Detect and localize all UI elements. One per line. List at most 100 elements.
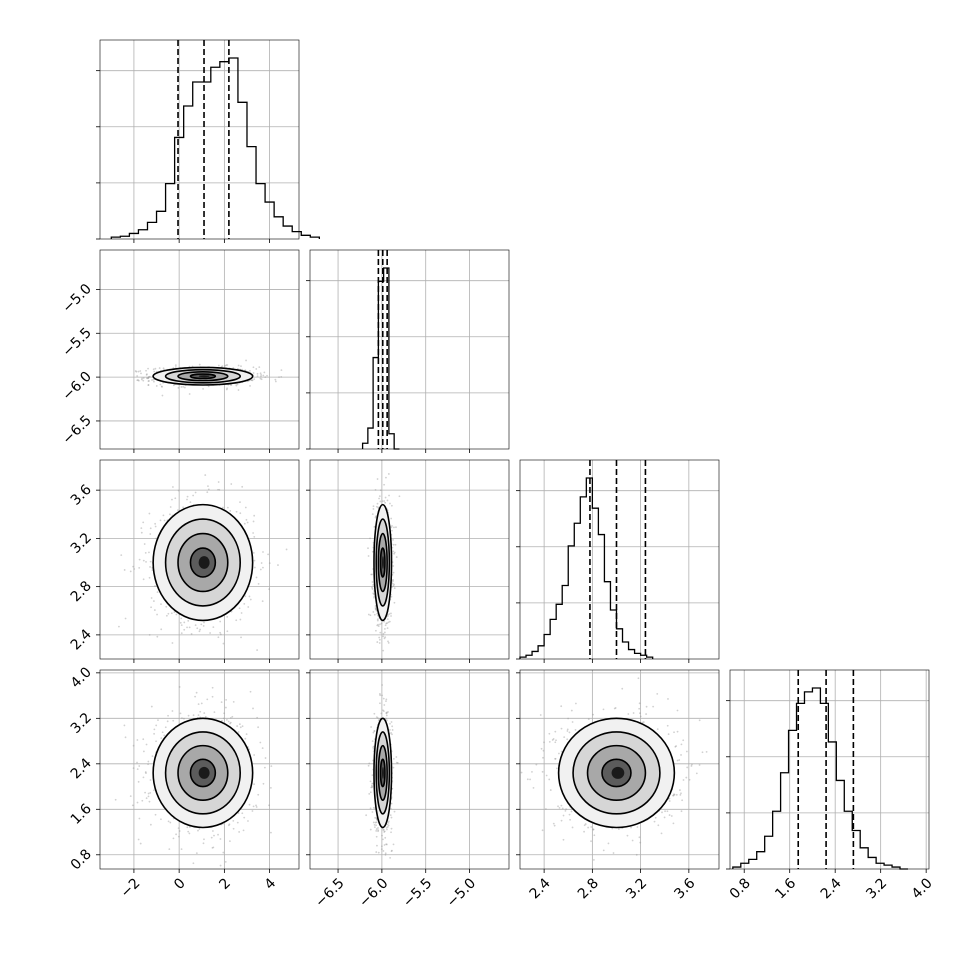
sample-point bbox=[280, 369, 283, 371]
sample-point bbox=[196, 627, 199, 630]
sample-point bbox=[180, 624, 183, 627]
sample-point bbox=[260, 562, 263, 564]
sample-point bbox=[160, 628, 163, 631]
sample-point bbox=[175, 833, 177, 836]
sample-point bbox=[371, 513, 374, 516]
sample-point bbox=[174, 364, 177, 367]
sample-point bbox=[154, 813, 157, 816]
sample-point bbox=[251, 379, 253, 382]
sample-point bbox=[213, 711, 216, 714]
sample-point bbox=[169, 506, 172, 508]
sample-point bbox=[188, 832, 191, 835]
sample-point bbox=[385, 622, 388, 625]
sample-point bbox=[202, 625, 205, 627]
sample-point bbox=[152, 368, 155, 371]
sample-point bbox=[370, 573, 373, 576]
sample-point bbox=[243, 522, 246, 525]
sample-point bbox=[159, 519, 162, 522]
sample-point bbox=[280, 375, 283, 378]
sample-point bbox=[180, 848, 183, 851]
sample-point bbox=[156, 613, 158, 616]
sample-point bbox=[179, 621, 182, 624]
sample-point bbox=[151, 755, 154, 758]
sample-point bbox=[177, 827, 180, 830]
sample-point bbox=[370, 726, 373, 728]
sample-point bbox=[390, 831, 392, 834]
sample-point bbox=[229, 716, 232, 719]
sample-point bbox=[382, 649, 385, 652]
contour-line bbox=[373, 717, 393, 829]
sample-point bbox=[182, 386, 185, 388]
histogram-panel bbox=[96, 39, 321, 243]
sample-point bbox=[373, 593, 375, 596]
sample-point bbox=[667, 698, 669, 700]
sample-point bbox=[147, 376, 150, 379]
sample-point bbox=[165, 614, 168, 617]
sample-point bbox=[132, 767, 135, 770]
sample-point bbox=[174, 497, 177, 500]
sample-point bbox=[384, 501, 387, 504]
sample-point bbox=[262, 551, 264, 553]
sample-point bbox=[380, 848, 383, 851]
sample-point bbox=[177, 509, 179, 512]
sample-point bbox=[144, 791, 146, 794]
sample-point bbox=[383, 704, 386, 706]
sample-point bbox=[391, 529, 393, 532]
sample-point bbox=[390, 595, 393, 598]
sample-point bbox=[563, 736, 566, 739]
sample-point bbox=[398, 495, 401, 498]
sample-point bbox=[224, 706, 227, 709]
sample-point bbox=[395, 556, 398, 558]
sample-point bbox=[396, 762, 399, 764]
sample-point bbox=[252, 805, 255, 808]
contour-line bbox=[164, 731, 242, 815]
sample-point bbox=[142, 379, 145, 382]
sample-point bbox=[383, 500, 386, 502]
sample-point bbox=[371, 785, 374, 788]
sample-point bbox=[262, 566, 264, 569]
sample-point bbox=[390, 850, 393, 853]
sample-point bbox=[147, 792, 150, 795]
sample-point bbox=[262, 374, 265, 377]
sample-point bbox=[239, 618, 242, 621]
sample-point bbox=[144, 551, 147, 554]
sample-point bbox=[389, 502, 391, 505]
sample-point bbox=[237, 389, 240, 391]
sample-point bbox=[183, 621, 186, 624]
contour-line bbox=[189, 373, 217, 380]
sample-point bbox=[138, 765, 141, 767]
sample-point bbox=[138, 817, 141, 820]
sample-point bbox=[383, 628, 386, 630]
sample-point bbox=[147, 376, 150, 379]
sample-point bbox=[137, 370, 140, 373]
sample-point bbox=[375, 851, 378, 853]
sample-point bbox=[374, 488, 377, 491]
histogram-series bbox=[519, 477, 654, 659]
sample-point bbox=[253, 378, 256, 380]
sample-point bbox=[242, 829, 245, 832]
sample-point bbox=[249, 598, 252, 601]
sample-point bbox=[244, 595, 247, 598]
sample-point bbox=[387, 642, 390, 644]
sample-point bbox=[383, 620, 386, 623]
sample-point bbox=[368, 762, 371, 765]
sample-point bbox=[393, 551, 396, 554]
sample-point bbox=[386, 618, 389, 620]
sample-point bbox=[132, 744, 135, 747]
sample-point bbox=[377, 851, 380, 854]
sample-point bbox=[379, 694, 382, 697]
sample-point bbox=[371, 786, 373, 789]
sample-point bbox=[244, 737, 247, 740]
sample-point bbox=[137, 379, 139, 381]
sample-point bbox=[378, 497, 380, 500]
sample-point bbox=[153, 728, 156, 731]
sample-point bbox=[172, 486, 174, 488]
sample-point bbox=[602, 708, 605, 711]
sample-point bbox=[392, 584, 395, 587]
sample-point bbox=[221, 365, 224, 368]
sample-point bbox=[206, 491, 209, 494]
sample-point bbox=[385, 843, 388, 846]
sample-point bbox=[526, 778, 529, 781]
sample-point bbox=[114, 798, 117, 801]
sample-point bbox=[385, 719, 388, 722]
